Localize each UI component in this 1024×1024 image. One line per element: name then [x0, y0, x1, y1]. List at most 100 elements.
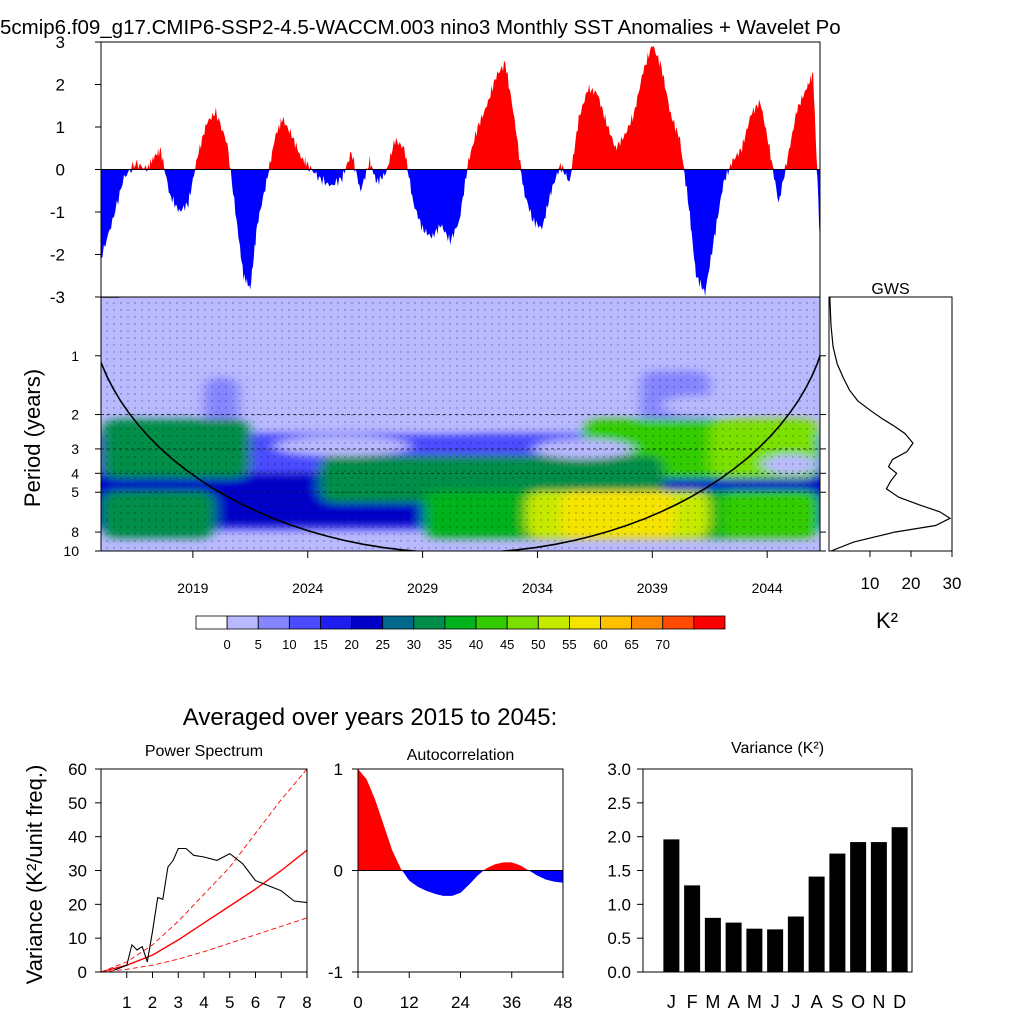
x-tick-label: 3: [174, 993, 183, 1012]
y-tick-label: -3: [50, 288, 65, 307]
upper-confidence-line: [100, 768, 308, 973]
colorbar-swatch: [537, 615, 570, 630]
global-wavelet-spectrum-panel: GWS 10 20 30 K²: [828, 281, 962, 633]
x-tick-label: M: [747, 992, 762, 1012]
x-tick-label: 2034: [522, 580, 553, 596]
colorbar-label: 60: [593, 637, 607, 652]
x-tick-label: N: [872, 992, 885, 1012]
gws-title: GWS: [871, 281, 909, 298]
colorbar-swatch: [444, 615, 477, 630]
y-tick-label: 50: [68, 794, 87, 813]
variance-bar: [850, 842, 867, 972]
variance-bar: [870, 842, 887, 972]
variance-bar: [704, 917, 721, 972]
main-title: 5cmip6.f09_g17.CMIP6-SSP2-4.5-WACCM.003 …: [0, 16, 841, 39]
x-tick-label: J: [667, 992, 676, 1012]
colorbar: 0 5 10 15 20 25 30 35 40 45 50 55 60 65 70: [195, 615, 726, 652]
colorbar-label: 55: [562, 637, 576, 652]
y-tick-label: 1.5: [607, 862, 631, 881]
y-tick-label: -2: [50, 246, 65, 265]
colorbar-label: 70: [656, 637, 670, 652]
x-tick-label: A: [728, 992, 740, 1012]
anomaly-timeseries-panel: 3 2 1 0 -1 -2 -3: [50, 33, 821, 307]
y-axis-label: Variance (K²/unit freq.): [22, 765, 47, 985]
x-tick-label: 36: [502, 993, 521, 1012]
colorbar-label: 5: [255, 637, 262, 652]
x-tick-label: 6: [251, 993, 260, 1012]
variance-bar: [746, 928, 763, 972]
x-tick-label: 10: [861, 574, 880, 593]
cone-of-influence: [101, 297, 820, 551]
colorbar-label: 35: [438, 637, 452, 652]
y-tick-label: 10: [63, 543, 79, 559]
x-tick-label: 30: [943, 574, 962, 593]
y-tick-label: 8: [71, 524, 79, 540]
x-tick-label: 2029: [407, 580, 438, 596]
variance-bar: [684, 885, 701, 972]
y-tick-label: 0: [56, 161, 65, 180]
colorbar-swatch: [226, 615, 259, 630]
x-tick-label: S: [831, 992, 843, 1012]
colorbar-label: 65: [624, 637, 638, 652]
x-tick-label: 0: [353, 993, 362, 1012]
anomaly-negative-area: [101, 169, 820, 297]
x-tick-label: 1: [122, 993, 131, 1012]
x-tick-label: 2039: [637, 580, 668, 596]
y-tick-label: 60: [68, 760, 87, 779]
wavelet-frame: [100, 296, 821, 552]
colorbar-label: 45: [500, 637, 514, 652]
colorbar-label: 50: [531, 637, 545, 652]
y-tick-label: 2.5: [607, 794, 631, 813]
autocorrelation-negative-area: [358, 870, 563, 896]
y-tick-label: 1.0: [607, 895, 631, 914]
variance-bar: [725, 922, 742, 972]
x-tick-label: 2019: [177, 580, 208, 596]
colorbar-label: 20: [344, 637, 358, 652]
x-tick-label: 2: [148, 993, 157, 1012]
variance-bar: [663, 839, 680, 972]
colorbar-swatch: [382, 615, 415, 630]
wavelet-power-panel: 1 2 3 4 5 8 10 2019 2024 2029 2034 2039 2044 Period (…: [20, 296, 826, 596]
x-tick-label: 7: [277, 993, 286, 1012]
y-tick-label: 2: [71, 407, 79, 423]
variance-bar: [787, 916, 804, 972]
y-tick-label: 0.0: [607, 963, 631, 982]
colorbar-swatch: [195, 615, 228, 630]
x-tick-label: 4: [199, 993, 208, 1012]
gws-plot: [829, 297, 952, 551]
colorbar-swatch: [662, 615, 695, 630]
gws-line: [829, 297, 952, 551]
y-tick-label: 2.0: [607, 828, 631, 847]
y-tick-label: 0: [78, 963, 87, 982]
x-tick-label: D: [893, 992, 906, 1012]
colorbar-swatch: [631, 615, 664, 630]
x-tick-label: 12: [400, 993, 419, 1012]
x-tick-label: 48: [554, 993, 573, 1012]
x-tick-label: 5: [225, 993, 234, 1012]
gws-x-label: K²: [876, 608, 898, 633]
y-tick-label: 0.5: [607, 929, 631, 948]
anomaly-positive-area: [101, 45, 820, 170]
x-tick-label: 8: [302, 993, 311, 1012]
y-tick-label: 20: [68, 895, 87, 914]
x-tick-label: M: [705, 992, 720, 1012]
colorbar-swatch: [320, 615, 352, 630]
x-tick-label: 2024: [292, 580, 323, 596]
colorbar-swatch: [257, 615, 290, 630]
y-tick-label: 30: [68, 862, 87, 881]
variance-title: Variance (K²): [731, 740, 824, 757]
lower-confidence-line: [100, 917, 308, 973]
variance-bar: [829, 853, 846, 972]
x-tick-label: J: [791, 992, 800, 1012]
x-tick-label: 24: [451, 993, 470, 1012]
colorbar-label: 25: [375, 637, 389, 652]
y-tick-label: 3: [56, 33, 65, 52]
colorbar-label: 30: [407, 637, 421, 652]
x-tick-label: 20: [902, 574, 921, 593]
colorbar-swatch: [693, 615, 726, 630]
power-spectrum-line: [113, 847, 308, 971]
autocorrelation-positive-area: [358, 769, 563, 871]
y-tick-label: -1: [50, 203, 65, 222]
power-spectrum-frame: [100, 768, 308, 973]
